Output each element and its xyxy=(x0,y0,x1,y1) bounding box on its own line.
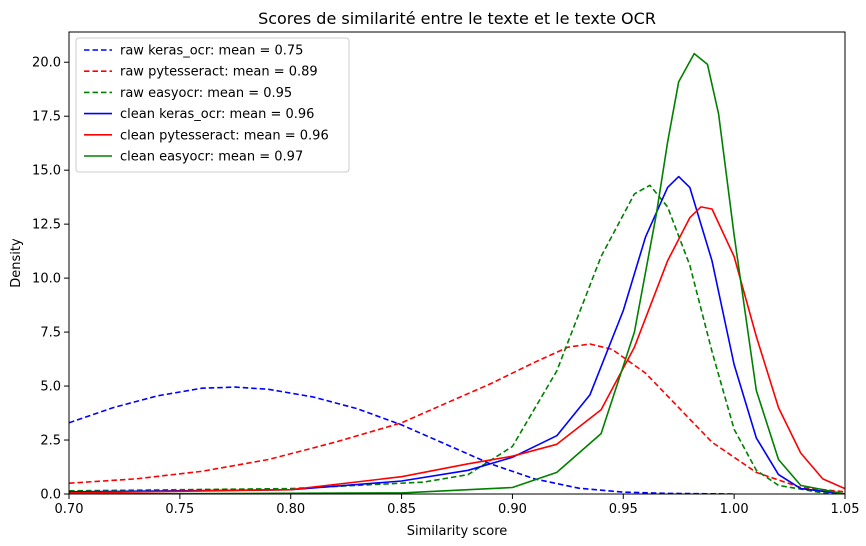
legend: raw keras_ocr: mean = 0.75 raw pytesserac… xyxy=(75,37,350,173)
x-axis-label: Similarity score xyxy=(407,524,508,539)
y-tick-label: 10.0 xyxy=(32,272,61,287)
series-line-4 xyxy=(69,206,845,494)
x-axis: 0.70 0.75 0.80 0.85 0.90 0.95 1.00 1.05 xyxy=(55,494,860,517)
x-tick-label: 0.75 xyxy=(165,502,194,517)
legend-entry-0: raw keras_ocr: mean = 0.75 xyxy=(120,44,303,59)
x-tick-label: 1.00 xyxy=(720,502,749,517)
x-tick-label: 0.95 xyxy=(609,502,638,517)
legend-entry-4: clean pytesseract: mean = 0.96 xyxy=(120,128,329,143)
y-tick-label: 12.5 xyxy=(32,218,61,233)
y-tick-label: 15.0 xyxy=(32,164,61,179)
x-tick-label: 0.70 xyxy=(55,502,84,517)
y-tick-label: 2.5 xyxy=(40,434,61,449)
x-tick-label: 0.85 xyxy=(387,502,416,517)
y-tick-label: 20.0 xyxy=(32,56,61,71)
y-tick-label: 7.5 xyxy=(40,326,61,341)
series-line-2 xyxy=(69,184,845,494)
y-axis-label: Density xyxy=(9,238,24,288)
y-tick-label: 5.0 xyxy=(40,380,61,395)
x-tick-label: 0.90 xyxy=(498,502,527,517)
x-tick-label: 0.80 xyxy=(276,502,305,517)
legend-box xyxy=(75,37,350,173)
plot-frame xyxy=(68,31,846,495)
series-lines xyxy=(69,52,845,494)
y-axis: 0.0 2.5 5.0 7.5 10.0 12.5 15.0 17.5 20.0 xyxy=(32,56,69,503)
x-tick-label: 1.05 xyxy=(831,502,860,517)
series-line-5 xyxy=(69,52,845,494)
y-tick-label: 17.5 xyxy=(32,110,61,125)
series-line-1 xyxy=(69,343,845,493)
series-line-3 xyxy=(69,175,845,494)
legend-entry-5: clean easyocr: mean = 0.97 xyxy=(120,150,303,165)
y-tick-label: 0.0 xyxy=(40,488,61,503)
legend-entry-3: clean keras_ocr: mean = 0.96 xyxy=(120,107,314,122)
series-line-0 xyxy=(69,386,735,494)
chart-title: Scores de similarité entre le texte et l… xyxy=(258,9,656,28)
legend-entry-2: raw easyocr: mean = 0.95 xyxy=(120,86,292,101)
legend-entry-1: raw pytesseract: mean = 0.89 xyxy=(120,65,318,80)
